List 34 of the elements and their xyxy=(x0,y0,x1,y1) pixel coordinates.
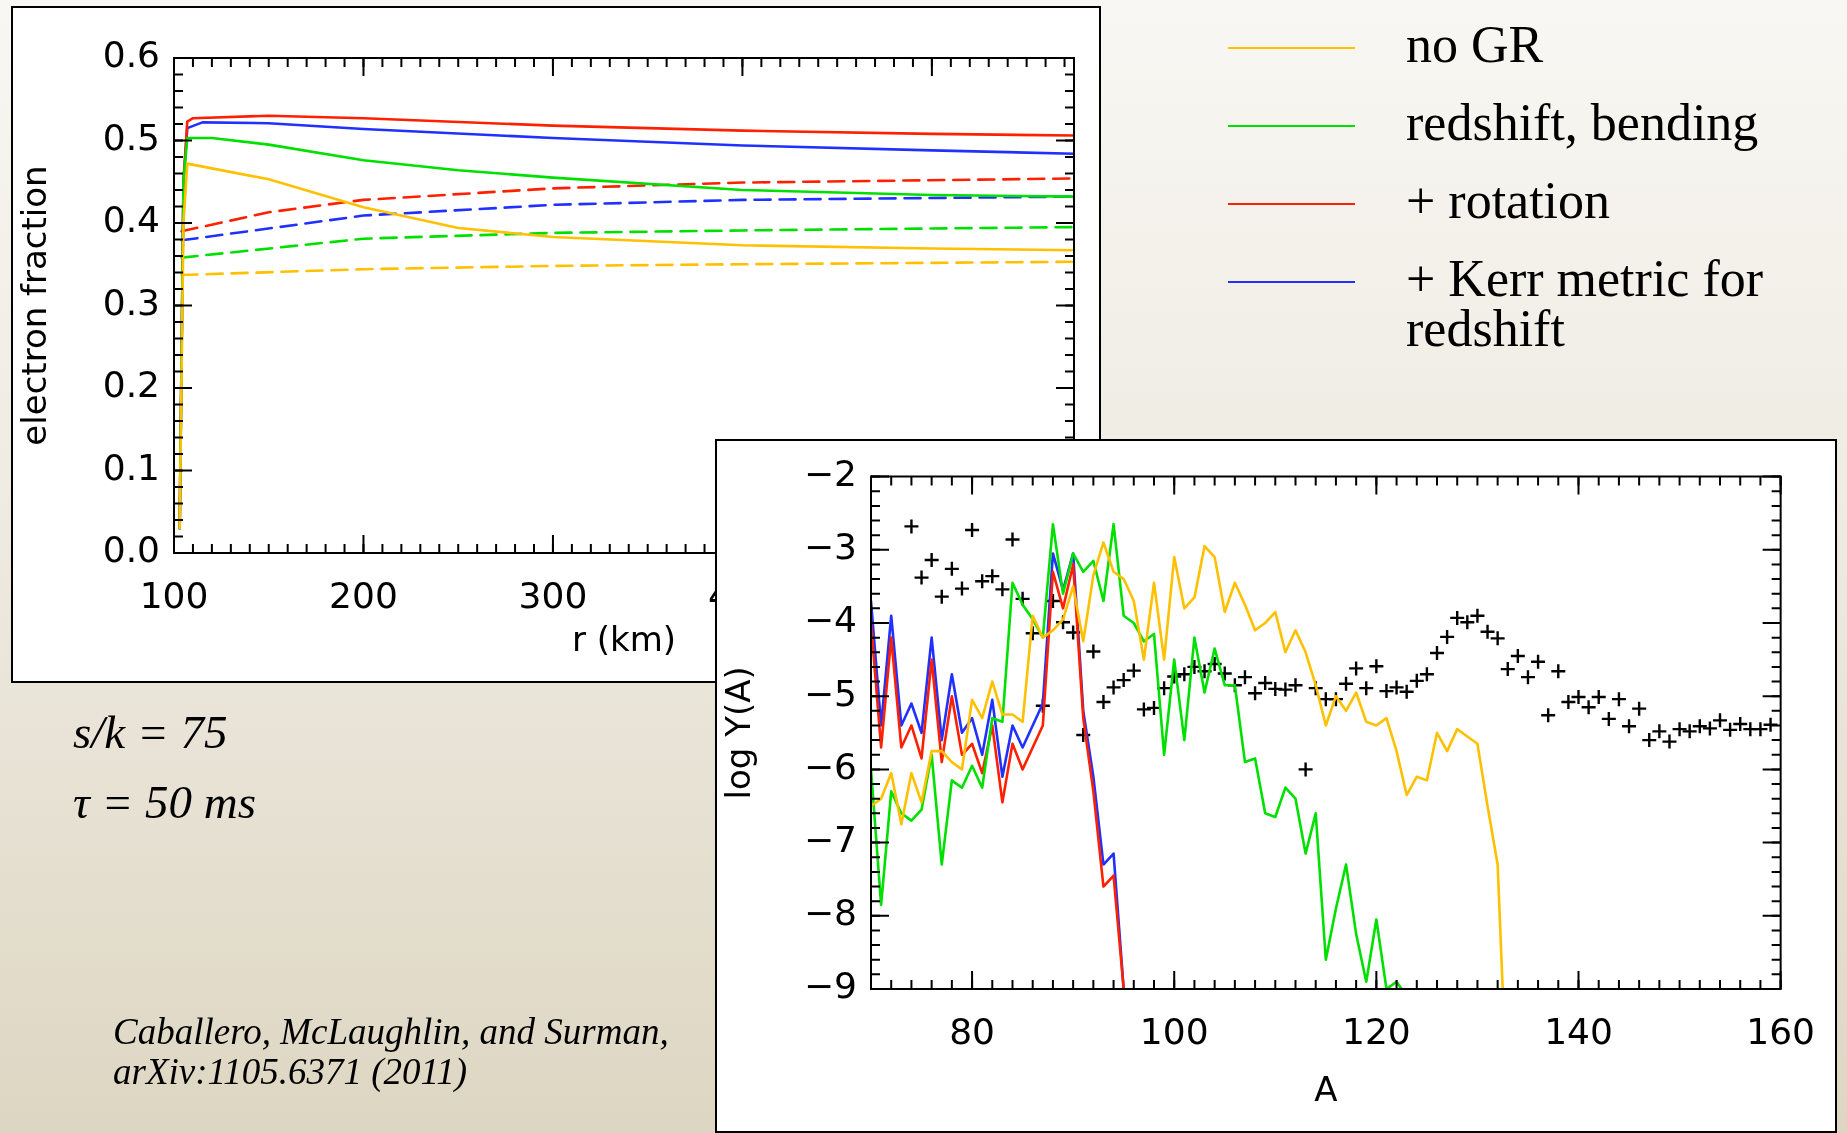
y-tick-label: −8 xyxy=(803,892,857,934)
y-tick-label: 0.2 xyxy=(102,364,160,406)
y-tick-label: 0.3 xyxy=(102,281,160,323)
x-axis-title: A xyxy=(1314,1069,1338,1110)
y-tick-label: −9 xyxy=(803,965,857,1007)
x-tick-label: 120 xyxy=(1342,1010,1411,1052)
x-tick-label: 140 xyxy=(1544,1010,1613,1052)
y-tick-label: −6 xyxy=(803,745,857,787)
text: Caballero, McLaughlin, and Surman, arXiv:1105.6371 (2011) xyxy=(113,1011,670,1092)
y-tick-label: −3 xyxy=(803,526,857,568)
legend-label: + Kerr metric for redshift xyxy=(1406,250,1765,357)
legend-label: redshift, bending xyxy=(1406,94,1759,151)
y-tick-label: 0.6 xyxy=(102,34,160,76)
x-tick-label: 100 xyxy=(1139,1010,1209,1052)
text: s/k = 75 xyxy=(73,705,228,759)
x-tick-label: 300 xyxy=(518,574,588,616)
y-tick-label: 0.4 xyxy=(102,199,160,241)
y-tick-label: −2 xyxy=(803,452,857,494)
legend-label: no GR xyxy=(1406,16,1544,73)
y-tick-label: 0.5 xyxy=(102,116,160,158)
y-tick-label: −5 xyxy=(803,672,857,714)
y-tick-label: −4 xyxy=(803,599,857,641)
y-tick-label: 0.0 xyxy=(102,529,160,571)
y-axis-title: electron fraction xyxy=(14,165,55,446)
y-tick-label: −7 xyxy=(803,818,857,860)
x-tick-label: 200 xyxy=(329,574,398,616)
x-tick-label: 160 xyxy=(1746,1010,1815,1052)
y-tick-label: 0.1 xyxy=(102,446,160,488)
y-axis-title: log Y(A) xyxy=(718,666,759,800)
x-tick-label: 80 xyxy=(949,1010,995,1052)
x-axis-title: r (km) xyxy=(571,619,677,660)
text: τ = 50 ms xyxy=(73,775,257,829)
legend-label: + rotation xyxy=(1406,172,1611,229)
x-tick-label: 100 xyxy=(139,574,209,616)
